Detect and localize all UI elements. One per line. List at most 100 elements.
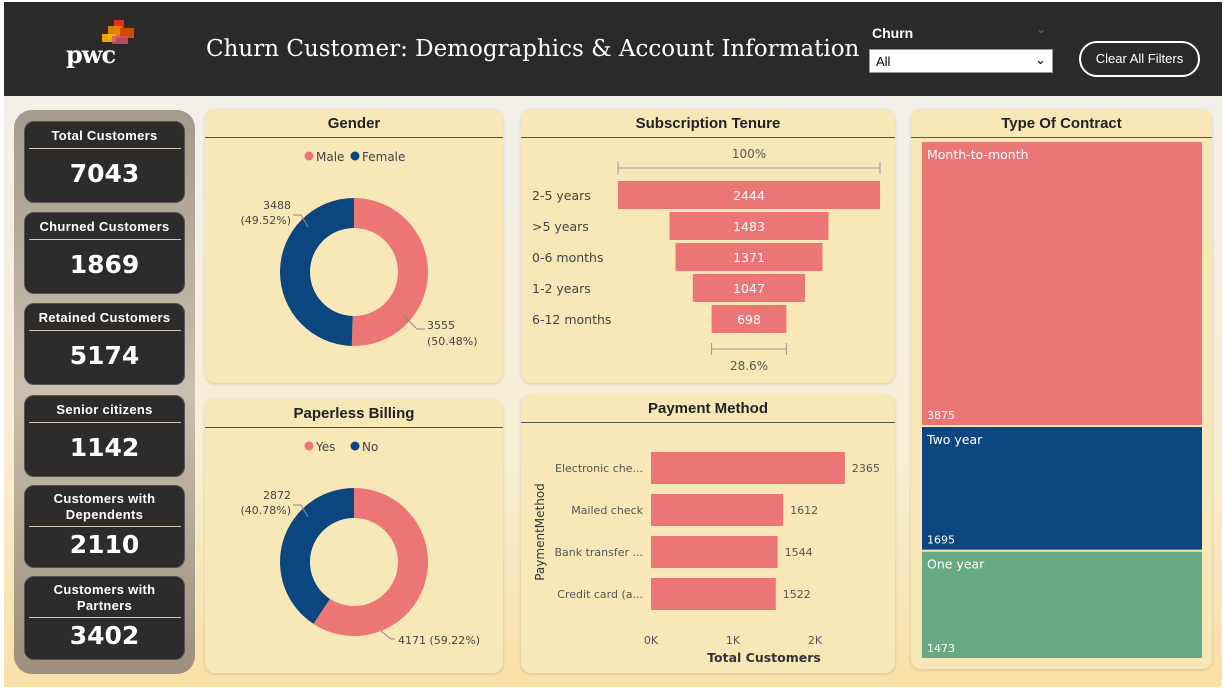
kpi-value: 7043 — [69, 159, 140, 188]
treemap-tile-value: 3875 — [927, 409, 955, 422]
page-title: Churn Customer: Demographics & Account I… — [206, 36, 860, 62]
y-axis-title: PaymentMethod — [533, 483, 547, 581]
kpi-divider — [28, 526, 181, 527]
kpi-value: 1142 — [69, 433, 140, 462]
payment-bar-value: 1612 — [790, 504, 818, 517]
subscription-tenure-title: Subscription Tenure — [635, 115, 781, 132]
funnel-bar[interactable] — [669, 212, 829, 240]
clear-all-filters-button[interactable]: Clear All Filters — [1079, 41, 1200, 77]
treemap-tile[interactable] — [922, 142, 1202, 425]
label-leader-line — [293, 214, 309, 228]
x-tick-label: 2K — [808, 634, 823, 647]
kpi-divider — [28, 422, 181, 423]
gender-donut-chart[interactable]: Male Female 3555 (50.48%) 3488 (49.52%) — [205, 109, 503, 383]
subscription-tenure-funnel-chart[interactable]: 100% 2-5 years 2444 >5 years 1483 0-6 months 1… — [521, 109, 895, 383]
legend-label-yes[interactable]: Yes — [315, 440, 335, 454]
legend-marker-female[interactable] — [350, 151, 360, 161]
payment-method-bar-chart[interactable]: Electronic che... 2365 Mailed check 1612 Ban… — [521, 394, 895, 673]
payment-method-panel: Payment Method Electronic che... 2365 Mail… — [521, 394, 895, 673]
kpi-label: Retained Customers — [38, 310, 171, 325]
payment-bar[interactable] — [651, 452, 845, 484]
kpi-divider — [28, 239, 181, 240]
legend-label-female[interactable]: Female — [362, 150, 405, 164]
payment-category-label: Electronic che... — [555, 462, 643, 475]
funnel-category-label: 2-5 years — [532, 188, 591, 203]
payment-category-label: Credit card (a... — [557, 588, 643, 601]
churn-filter-dropdown[interactable]: All ⌄ — [869, 49, 1053, 73]
legend-marker-male[interactable] — [304, 151, 314, 161]
churn-filter-collapse-icon[interactable]: ⌄ — [1036, 22, 1047, 36]
funnel-top-percent: 100% — [732, 147, 766, 161]
kpi-divider — [28, 148, 181, 149]
slice-label-count: 3488 — [263, 199, 291, 212]
funnel-bar-value: 1371 — [733, 250, 765, 265]
slice-label-count-percent: 4171 (59.22%) — [398, 634, 480, 647]
funnel-category-label: 0-6 months — [532, 250, 603, 265]
label-leader-line — [380, 630, 395, 640]
x-tick-label: 0K — [644, 634, 659, 647]
funnel-bar-value: 698 — [737, 312, 761, 327]
subscription-tenure-panel: Subscription Tenure 100% 2-5 years 2444 >5 … — [521, 109, 895, 383]
payment-bar[interactable] — [651, 578, 776, 610]
label-leader-line — [403, 315, 425, 330]
panel-divider — [911, 137, 1212, 138]
kpi-value: 5174 — [69, 341, 140, 370]
kpi-total-customers: Total Customers 7043 — [24, 121, 185, 203]
chevron-down-icon: ⌄ — [1035, 52, 1046, 67]
treemap-tile-label: One year — [927, 557, 985, 572]
kpi-label: Churned Customers — [39, 219, 170, 234]
funnel-bar-value: 1047 — [733, 281, 765, 296]
payment-bar[interactable] — [651, 536, 778, 568]
donut-slice-female[interactable] — [279, 198, 354, 346]
paperless-billing-panel: Paperless Billing Yes No 4171 (59.22%) 2872… — [205, 399, 503, 673]
kpi-value: 2110 — [69, 530, 140, 559]
legend-marker-no[interactable] — [350, 441, 360, 451]
kpi-customers-with-dependents: Customers with Dependents 2110 — [24, 485, 185, 568]
legend-marker-yes[interactable] — [304, 441, 314, 451]
legend-label-male[interactable]: Male — [316, 150, 344, 164]
funnel-bar[interactable] — [618, 181, 880, 209]
funnel-bar[interactable] — [692, 274, 806, 302]
treemap-tile[interactable] — [922, 426, 1202, 550]
paperless-billing-title: Paperless Billing — [293, 405, 415, 422]
kpi-label: Senior citizens — [56, 402, 153, 417]
pwc-logo: pwc — [66, 18, 138, 74]
funnel-bar[interactable] — [675, 243, 823, 271]
treemap-tile[interactable] — [922, 551, 1202, 658]
funnel-category-label: 6-12 months — [532, 312, 611, 327]
gender-title: Gender — [327, 115, 381, 132]
payment-method-title: Payment Method — [647, 400, 768, 417]
legend-label-no[interactable]: No — [362, 440, 378, 454]
funnel-bar-value: 1483 — [733, 219, 765, 234]
panel-divider — [205, 427, 503, 428]
payment-bar-value: 1522 — [783, 588, 811, 601]
payment-category-label: Bank transfer ... — [554, 546, 643, 559]
kpi-churned-customers: Churned Customers 1869 — [24, 212, 185, 294]
funnel-bar[interactable] — [711, 305, 787, 333]
treemap-tile-value: 1473 — [927, 642, 955, 655]
kpi-customers-with-partners: Customers with Partners 3402 — [24, 576, 185, 660]
treemap-tile-label: Month-to-month — [927, 147, 1029, 162]
kpi-label: Customers with Dependents — [53, 491, 156, 522]
panel-divider — [521, 422, 895, 423]
kpi-value: 1869 — [69, 250, 140, 279]
kpi-label: Total Customers — [51, 128, 158, 143]
treemap-tile-label: Two year — [926, 432, 983, 447]
kpi-retained-customers: Retained Customers 5174 — [24, 303, 185, 385]
contract-type-treemap[interactable]: Month-to-month 3875 Two year 1695 One year 14… — [911, 109, 1212, 669]
paperless-billing-donut-chart[interactable]: Yes No 4171 (59.22%) 2872 (40.78%) — [205, 399, 503, 673]
donut-slice-yes[interactable] — [313, 488, 428, 636]
payment-category-label: Mailed check — [571, 504, 643, 517]
donut-slice-no[interactable] — [280, 488, 354, 624]
donut-slice-male[interactable] — [351, 198, 428, 346]
kpi-divider — [28, 330, 181, 331]
funnel-bar-value: 2444 — [733, 188, 765, 203]
kpi-divider — [28, 617, 181, 618]
panel-divider — [205, 137, 503, 138]
payment-bar[interactable] — [651, 494, 784, 526]
payment-bar-value: 2365 — [852, 462, 880, 475]
slice-label-percent: (49.52%) — [240, 214, 291, 227]
treemap-tile-value: 1695 — [927, 534, 955, 547]
contract-type-panel: Type Of Contract Month-to-month 3875 Two y… — [911, 109, 1212, 669]
label-leader-line — [293, 504, 309, 518]
